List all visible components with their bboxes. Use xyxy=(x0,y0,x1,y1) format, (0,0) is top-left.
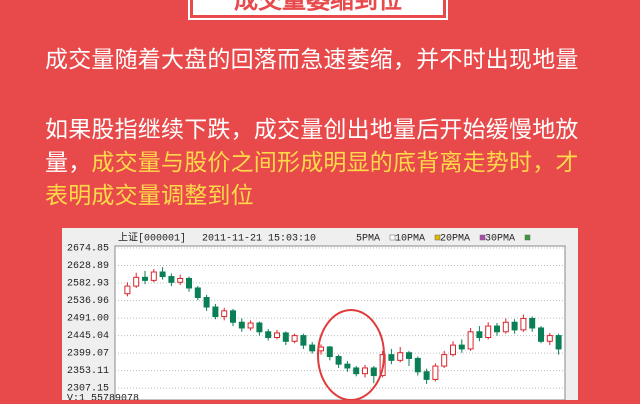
candle-body xyxy=(159,271,166,278)
candle-body xyxy=(538,327,544,342)
candle-body xyxy=(485,325,492,338)
candle-body xyxy=(397,352,404,361)
candle-body xyxy=(282,332,289,342)
candle-body xyxy=(265,331,272,338)
candle-body xyxy=(353,367,360,375)
candle-body xyxy=(221,310,228,318)
chart-subtitle: 2011-11-21 15:03:10 xyxy=(202,234,316,245)
candle-body xyxy=(450,344,456,356)
paragraph: 成交量随着大盘的回落而急速萎缩，并不时出现地量 xyxy=(45,47,579,73)
legend-label: 10PMA xyxy=(395,234,425,245)
candle-body xyxy=(467,331,474,350)
legend-swatch xyxy=(389,234,396,241)
legend-swatch xyxy=(434,234,441,241)
text: 如果股指继续下跌，成交量创出地量后开始缓慢地放量， xyxy=(45,117,579,176)
candle-body xyxy=(291,335,298,342)
candle-body xyxy=(274,332,280,338)
legend-label: 20PMA xyxy=(440,234,470,245)
highlight-text: 成交量与股价之间形成明显的底背离走势时，才表明成交量调整到位 xyxy=(45,150,579,209)
y-tick-label: 2353.11 xyxy=(67,366,109,377)
candle-body xyxy=(441,354,448,367)
candle-body xyxy=(186,277,192,289)
candle-body xyxy=(502,321,509,333)
candle-body xyxy=(150,271,157,281)
legend-label: 30PMA xyxy=(485,234,515,245)
candle-body xyxy=(529,317,536,329)
candle-body xyxy=(520,317,527,331)
candle-body xyxy=(432,365,439,380)
candle-body xyxy=(238,321,245,329)
candle-body xyxy=(177,277,184,283)
candle-body xyxy=(388,354,395,361)
candle-body xyxy=(168,276,175,283)
chart: 上证[000001] 2011-11-21 15:03:10 V:1 55789… xyxy=(67,232,566,404)
candle-body xyxy=(362,367,368,375)
candle-body xyxy=(194,287,201,299)
candle-body xyxy=(256,322,263,333)
candle-body xyxy=(247,322,254,329)
volume-label: V:1 55789078 xyxy=(67,394,139,400)
title-banner: 成交量萎缩到位 xyxy=(188,0,448,20)
y-tick-label: 2536.96 xyxy=(67,296,109,307)
chart-panel: 上证[000001] 2011-11-21 15:03:10 V:1 55789… xyxy=(62,228,578,404)
y-tick-label: 2628.89 xyxy=(67,261,109,272)
candle-body xyxy=(546,335,553,342)
candle-body xyxy=(335,356,342,365)
candle-body xyxy=(326,346,333,358)
plot-area xyxy=(114,245,566,401)
candle-body xyxy=(458,344,465,350)
candle-body xyxy=(414,357,421,373)
y-tick-label: 2491.00 xyxy=(67,314,109,325)
legend-swatch xyxy=(479,234,486,241)
candle-body xyxy=(142,276,148,281)
candle-body xyxy=(406,352,412,359)
candle-body xyxy=(212,306,219,318)
candle-body xyxy=(309,344,316,352)
y-tick-label: 2445.04 xyxy=(67,331,109,342)
chart-title: 上证[000001] xyxy=(118,232,186,245)
candle-body xyxy=(370,367,377,377)
title: 成交量萎缩到位 xyxy=(234,0,402,14)
y-tick-label: 2674.85 xyxy=(67,244,109,255)
candle-body xyxy=(423,371,430,380)
candle-body xyxy=(230,310,236,323)
candle-body xyxy=(133,276,140,287)
candle-body xyxy=(511,321,518,331)
legend-swatch xyxy=(524,234,531,241)
y-tick-label: 2307.15 xyxy=(67,384,109,395)
candle-body xyxy=(300,335,307,346)
candle-body xyxy=(124,285,131,295)
legend-label: 5PMA xyxy=(356,234,380,245)
candle-body xyxy=(344,363,351,369)
y-tick-label: 2399.07 xyxy=(67,349,109,360)
paragraph: 如果股指继续下跌，成交量创出地量后开始缓慢地放量，成交量与股价之间形成明显的底背… xyxy=(45,114,585,213)
candle-body xyxy=(494,325,500,333)
candle-body xyxy=(203,297,210,308)
y-tick-label: 2582.93 xyxy=(67,279,109,290)
candle-body xyxy=(555,335,562,350)
candle-body xyxy=(476,331,483,338)
